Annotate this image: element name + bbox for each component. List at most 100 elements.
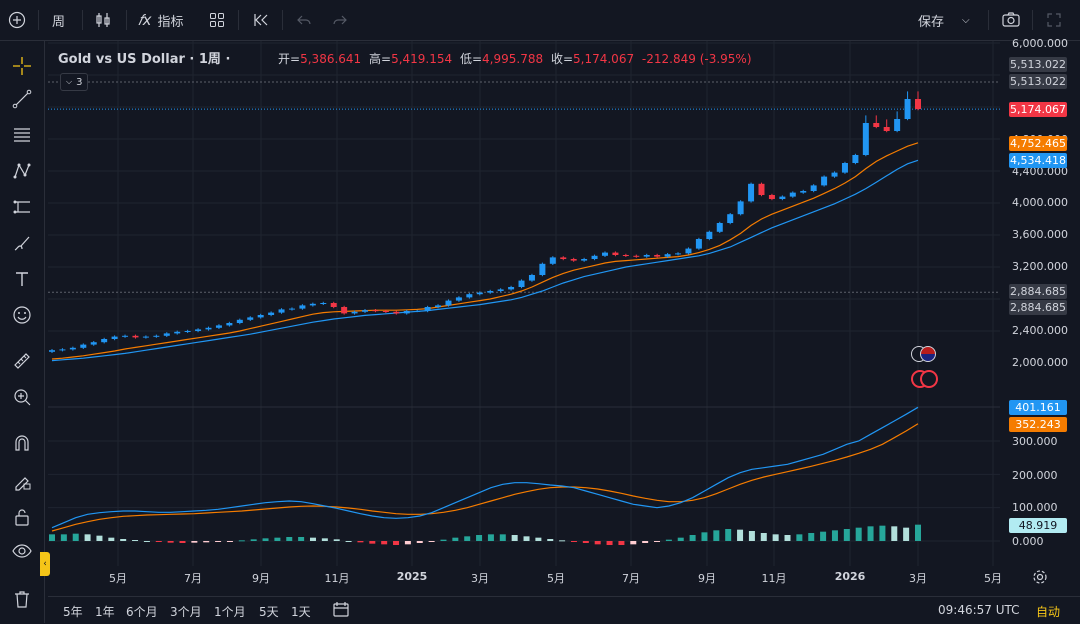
- text-icon[interactable]: [10, 267, 34, 291]
- time-tick: 9月: [698, 572, 716, 585]
- save-label: 保存: [918, 14, 945, 30]
- histogram-bar: [523, 536, 530, 541]
- clock[interactable]: 09:46:57 UTC: [938, 603, 1020, 617]
- candle-body: [852, 155, 859, 163]
- candle-body: [435, 305, 442, 307]
- candle-body: [873, 123, 880, 127]
- layout-grid-icon[interactable]: [208, 0, 226, 40]
- candle-body: [215, 325, 222, 328]
- histogram-bar: [855, 527, 862, 541]
- candle-body: [111, 336, 118, 339]
- histogram-bar: [831, 530, 838, 541]
- histogram-bar: [132, 540, 139, 541]
- brush-icon[interactable]: [10, 231, 34, 255]
- candle-body: [445, 300, 452, 306]
- candle-body: [695, 239, 702, 249]
- histogram-bar: [333, 539, 340, 541]
- histogram-bar: [760, 533, 767, 541]
- emoji-icon[interactable]: [10, 303, 34, 327]
- time-tick: 3月: [909, 572, 927, 585]
- histogram-bar: [570, 541, 577, 542]
- add-symbol-icon[interactable]: [8, 0, 26, 40]
- histogram-bar: [464, 536, 471, 541]
- save-button[interactable]: 保存 ⌵: [918, 0, 970, 40]
- zoom-in-icon[interactable]: [10, 385, 34, 409]
- indicator-toggle[interactable]: ⌵ 3: [60, 73, 89, 91]
- range-1y-button[interactable]: 1年: [95, 605, 115, 619]
- candle-body: [132, 335, 139, 338]
- price-label-last: 5,174.067: [1009, 102, 1067, 117]
- candle-body: [195, 329, 202, 331]
- histogram-bar: [654, 541, 661, 542]
- interval-button[interactable]: 周: [52, 0, 65, 40]
- range-1d-button[interactable]: 1天: [291, 605, 311, 619]
- indicator-label-hist: 48.919: [1009, 518, 1067, 533]
- ma-slow-line: [51, 159, 919, 362]
- range-3m-button[interactable]: 3个月: [170, 605, 202, 619]
- price-tick: 3,200.000: [1012, 260, 1068, 273]
- lock-icon[interactable]: [10, 505, 34, 529]
- trend-line-icon[interactable]: [10, 87, 34, 111]
- auto-scale-button[interactable]: 自动: [1036, 605, 1061, 619]
- redo-icon[interactable]: [332, 0, 348, 40]
- divider: [126, 10, 127, 30]
- low-value: 4,995.788: [482, 52, 544, 66]
- histogram-bar: [357, 541, 364, 543]
- trash-icon[interactable]: [10, 587, 34, 611]
- crosshair-icon[interactable]: [10, 54, 34, 78]
- divider: [282, 10, 283, 30]
- pattern-icon[interactable]: [10, 159, 34, 183]
- magnet-icon[interactable]: [10, 431, 34, 455]
- price-tick: 4,400.000: [1012, 165, 1068, 178]
- indicators-button[interactable]: 𝑓x 指标: [138, 0, 184, 40]
- range-5y-button[interactable]: 5年: [63, 605, 83, 619]
- candle-body: [268, 312, 275, 315]
- histogram-bar: [511, 535, 518, 541]
- histogram-bar: [867, 526, 874, 541]
- candle-body: [675, 253, 682, 255]
- date-range-icon[interactable]: [332, 600, 350, 622]
- camera-icon[interactable]: [1001, 0, 1021, 40]
- fib-lines-icon[interactable]: [10, 123, 34, 147]
- symbol-title[interactable]: Gold vs US Dollar · 1周 ·: [58, 52, 231, 67]
- ruler-icon[interactable]: [10, 349, 34, 373]
- high-label: 高=: [369, 52, 392, 66]
- candle-body: [904, 99, 911, 119]
- undo-icon[interactable]: [296, 0, 312, 40]
- projection-icon[interactable]: [10, 195, 34, 219]
- candle-body: [393, 311, 400, 314]
- candle-body: [768, 195, 775, 199]
- us-flag-icon[interactable]: [920, 346, 936, 362]
- candle-body: [320, 303, 327, 304]
- histogram-bar: [630, 541, 637, 545]
- indicator-slow-line: [51, 423, 919, 532]
- candle-body: [518, 280, 525, 287]
- eye-icon[interactable]: [10, 539, 34, 563]
- collapse-toolbar-button[interactable]: ‹: [40, 552, 50, 576]
- histogram-bar: [820, 531, 827, 541]
- histogram-bar: [452, 537, 459, 541]
- histogram-bar: [321, 538, 328, 541]
- earnings-event-icon[interactable]: [920, 370, 938, 388]
- close-label: 收=: [550, 52, 574, 66]
- settings-gear-icon[interactable]: [1032, 569, 1048, 589]
- histogram-bar: [369, 541, 376, 544]
- candle-body: [539, 263, 546, 275]
- candle-body: [758, 183, 765, 195]
- histogram-bar: [879, 525, 886, 541]
- range-5d-button[interactable]: 5天: [259, 605, 279, 619]
- price-chart[interactable]: [48, 41, 1000, 586]
- candlestick-icon[interactable]: [94, 0, 112, 40]
- chart-legend: Gold vs US Dollar · 1周 · 开=5,386.641 高=5…: [58, 48, 752, 67]
- bottom-toolbar: [48, 596, 1080, 624]
- range-1m-button[interactable]: 1个月: [214, 605, 246, 619]
- candle-body: [309, 303, 316, 306]
- candle-body: [654, 255, 661, 257]
- replay-icon[interactable]: [252, 0, 270, 40]
- candle-body: [288, 308, 295, 310]
- price-label-low: 2,884.685: [1009, 284, 1067, 299]
- time-tick: 11月: [761, 572, 787, 585]
- fullscreen-icon[interactable]: [1046, 0, 1062, 40]
- lock-drawings-icon[interactable]: [10, 469, 34, 493]
- range-6m-button[interactable]: 6个月: [126, 605, 158, 619]
